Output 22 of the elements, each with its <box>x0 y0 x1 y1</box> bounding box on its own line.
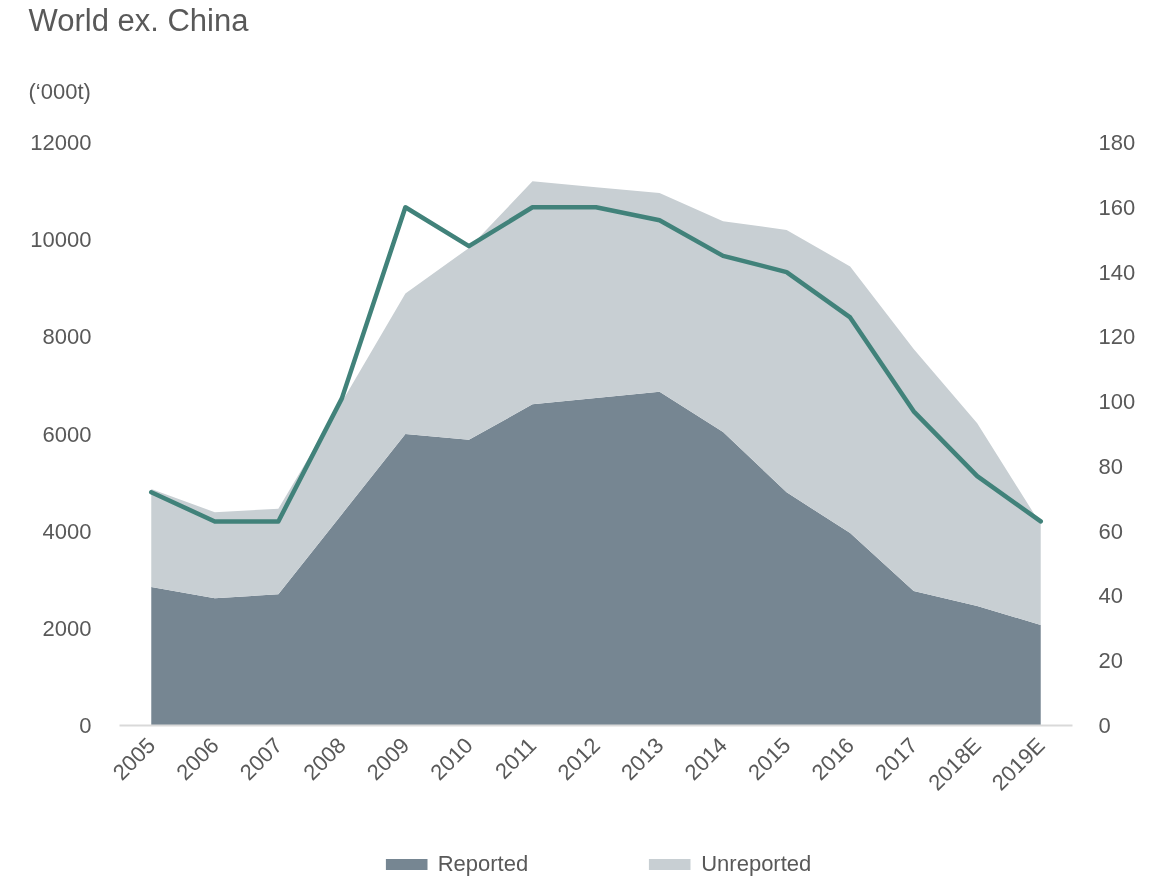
y2-tick-label: 0 <box>1098 713 1111 738</box>
y-tick-label: 8000 <box>42 324 92 350</box>
y-tick-label: 2000 <box>42 615 92 641</box>
chart-title: World ex. China <box>28 2 250 38</box>
y-tick-label: 0 <box>79 713 92 738</box>
y2-tick-label: 40 <box>1098 583 1123 609</box>
y2-tick-label: 160 <box>1098 194 1136 220</box>
legend-label: Unreported <box>701 851 812 877</box>
y-tick-label: 6000 <box>42 421 92 447</box>
y2-tick-label: 20 <box>1098 648 1123 674</box>
y2-tick-label: 80 <box>1098 453 1123 479</box>
y-tick-label: 4000 <box>42 518 92 544</box>
y2-tick-label: 100 <box>1098 389 1136 415</box>
y2-tick-label: 180 <box>1098 130 1136 155</box>
y2-tick-label: 140 <box>1098 259 1136 285</box>
y-tick-label: 12000 <box>30 130 92 155</box>
line-series <box>149 205 1043 524</box>
y2-tick-label: 120 <box>1098 324 1136 350</box>
y-tick-label: 10000 <box>30 227 92 253</box>
legend-label: Reported <box>437 851 529 877</box>
y2-tick-label: 60 <box>1098 518 1123 544</box>
chart-subtitle: (‘000t) <box>28 78 91 104</box>
